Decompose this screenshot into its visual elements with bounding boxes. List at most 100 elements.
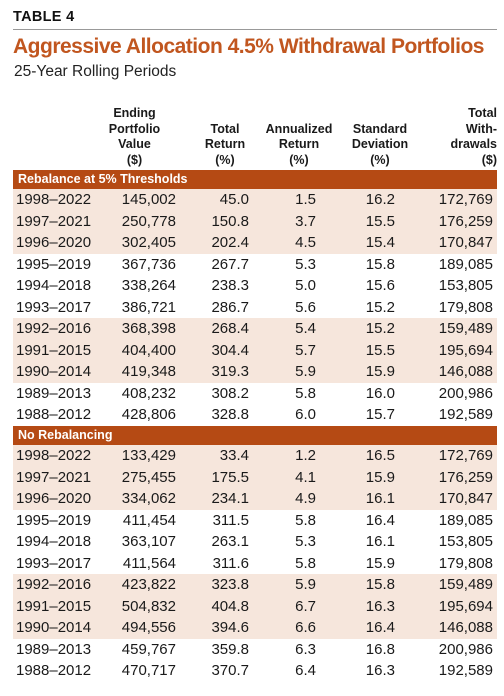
total-withdrawals-cell: 189,085 (438, 255, 493, 273)
ending-value-cell: 367,736 (121, 255, 176, 273)
period-cell: 1992–2016 (16, 576, 92, 594)
column-header-annualized-return: Annualized Return (%) (261, 122, 337, 169)
std-deviation-cell: 15.9 (365, 554, 395, 572)
annualized-return-cell: 6.4 (295, 662, 316, 680)
column-header-line: Value (118, 137, 151, 151)
total-return-cell: 311.5 (212, 511, 249, 529)
column-header-line: Return (278, 137, 320, 151)
ending-value-cell: 494,556 (121, 619, 176, 637)
annualized-return-cell: 6.6 (295, 619, 316, 637)
std-deviation-cell: 16.4 (365, 511, 395, 529)
std-deviation-cell: 15.4 (365, 234, 395, 252)
section-heading: Rebalance at 5% Thresholds (13, 170, 497, 190)
ending-value-cell: 363,107 (121, 533, 176, 551)
std-deviation-cell: 16.3 (365, 597, 395, 615)
table-row: 1997–2021 250,778 150.8 3.7 15.5 176,259 (13, 210, 497, 233)
period-cell: 1996–2020 (16, 490, 92, 508)
annualized-return-cell: 6.0 (295, 406, 316, 424)
std-deviation-cell: 15.2 (365, 298, 395, 316)
table-row: 1989–2013 408,232 308.2 5.8 16.0 200,986 (13, 382, 497, 405)
table-row: 1995–2019 367,736 267.7 5.3 15.8 189,085 (13, 253, 497, 276)
ending-value-cell: 133,429 (121, 447, 176, 465)
period-cell: 1988–2012 (16, 662, 92, 680)
total-return-cell: 33.4 (219, 447, 249, 465)
column-header-line: (%) (215, 152, 235, 167)
table-row: 1991–2015 404,400 304.4 5.7 15.5 195,694 (13, 339, 497, 362)
annualized-return-cell: 5.9 (295, 363, 316, 381)
total-withdrawals-cell: 146,088 (438, 619, 493, 637)
period-cell: 1991–2015 (16, 341, 92, 359)
ending-value-cell: 338,264 (121, 277, 176, 295)
ending-value-cell: 470,717 (121, 662, 176, 680)
ending-value-cell: 334,062 (121, 490, 176, 508)
std-deviation-cell: 15.9 (365, 363, 395, 381)
column-header-line: Portfolio (108, 121, 161, 136)
column-header-line: (%) (289, 152, 309, 167)
annualized-return-cell: 6.3 (295, 640, 316, 658)
table-row: 1991–2015 504,832 404.8 6.7 16.3 195,694 (13, 595, 497, 618)
section-heading: No Rebalancing (13, 425, 497, 446)
period-cell: 1998–2022 (16, 191, 92, 209)
total-withdrawals-cell: 172,769 (438, 447, 493, 465)
ending-value-cell: 145,002 (121, 191, 176, 209)
total-return-cell: 268.4 (211, 320, 249, 338)
ending-value-cell: 302,405 (121, 234, 176, 252)
period-cell: 1988–2012 (16, 406, 92, 424)
std-deviation-cell: 15.9 (365, 468, 395, 486)
annualized-return-cell: 1.5 (295, 191, 316, 209)
total-return-cell: 202.4 (211, 234, 249, 252)
total-return-cell: 394.6 (211, 619, 249, 637)
annualized-return-cell: 3.7 (295, 212, 316, 230)
table-row: 1996–2020 302,405 202.4 4.5 15.4 170,847 (13, 232, 497, 254)
total-return-cell: 238.3 (211, 277, 249, 295)
std-deviation-cell: 16.2 (365, 191, 395, 209)
std-deviation-cell: 16.0 (365, 384, 395, 402)
column-header-row: Ending Portfolio Value ($) Total Return … (13, 100, 497, 168)
table-row: 1994–2018 363,107 263.1 5.3 16.1 153,805 (13, 531, 497, 553)
ending-value-cell: 411,564 (122, 554, 176, 572)
total-withdrawals-cell: 195,694 (438, 597, 493, 615)
total-withdrawals-cell: 176,259 (438, 212, 493, 230)
annualized-return-cell: 5.6 (295, 298, 316, 316)
std-deviation-cell: 15.8 (365, 576, 395, 594)
period-cell: 1997–2021 (16, 212, 92, 230)
annualized-return-cell: 1.2 (295, 447, 316, 465)
table-row: 1998–2022 133,429 33.4 1.2 16.5 172,769 (13, 445, 497, 467)
total-withdrawals-cell: 153,805 (438, 277, 493, 295)
table-row: 1989–2013 459,767 359.8 6.3 16.8 200,986 (13, 638, 497, 661)
total-withdrawals-cell: 179,808 (438, 554, 493, 572)
total-withdrawals-cell: 170,847 (438, 234, 493, 252)
ending-value-cell: 275,455 (121, 468, 176, 486)
total-return-cell: 150.8 (211, 212, 249, 230)
total-return-cell: 304.4 (211, 341, 249, 359)
column-header-ending-value: Ending Portfolio Value ($) (93, 106, 176, 168)
annualized-return-cell: 5.0 (295, 277, 316, 295)
total-return-cell: 319.3 (211, 363, 249, 381)
total-return-cell: 359.8 (211, 640, 249, 658)
column-header-line: Ending (113, 106, 156, 120)
table-row: 1995–2019 411,454 311.5 5.8 16.4 189,085 (13, 509, 497, 532)
total-return-cell: 267.7 (211, 255, 249, 273)
table-row: 1990–2014 419,348 319.3 5.9 15.9 146,088 (13, 361, 497, 383)
total-withdrawals-cell: 170,847 (438, 490, 493, 508)
std-deviation-cell: 15.6 (365, 277, 395, 295)
std-deviation-cell: 16.8 (365, 640, 395, 658)
ending-value-cell: 428,806 (121, 406, 176, 424)
ending-value-cell: 459,767 (121, 640, 176, 658)
column-header-line: ($) (481, 152, 497, 167)
total-return-cell: 328.8 (211, 406, 249, 424)
total-withdrawals-cell: 146,088 (438, 363, 493, 381)
period-cell: 1991–2015 (16, 597, 92, 615)
table-row: 1988–2012 470,717 370.7 6.4 16.3 192,589 (13, 660, 497, 682)
total-withdrawals-cell: 153,805 (438, 533, 493, 551)
table-row: 1992–2016 368,398 268.4 5.4 15.2 159,489 (13, 318, 497, 340)
total-return-cell: 234.1 (211, 490, 249, 508)
annualized-return-cell: 4.9 (295, 490, 316, 508)
ending-value-cell: 368,398 (121, 320, 176, 338)
total-withdrawals-cell: 159,489 (438, 320, 493, 338)
annualized-return-cell: 5.8 (295, 384, 316, 402)
total-withdrawals-cell: 179,808 (438, 298, 493, 316)
ending-value-cell: 386,721 (121, 298, 176, 316)
total-withdrawals-cell: 172,769 (438, 191, 493, 209)
total-return-cell: 308.2 (211, 384, 249, 402)
